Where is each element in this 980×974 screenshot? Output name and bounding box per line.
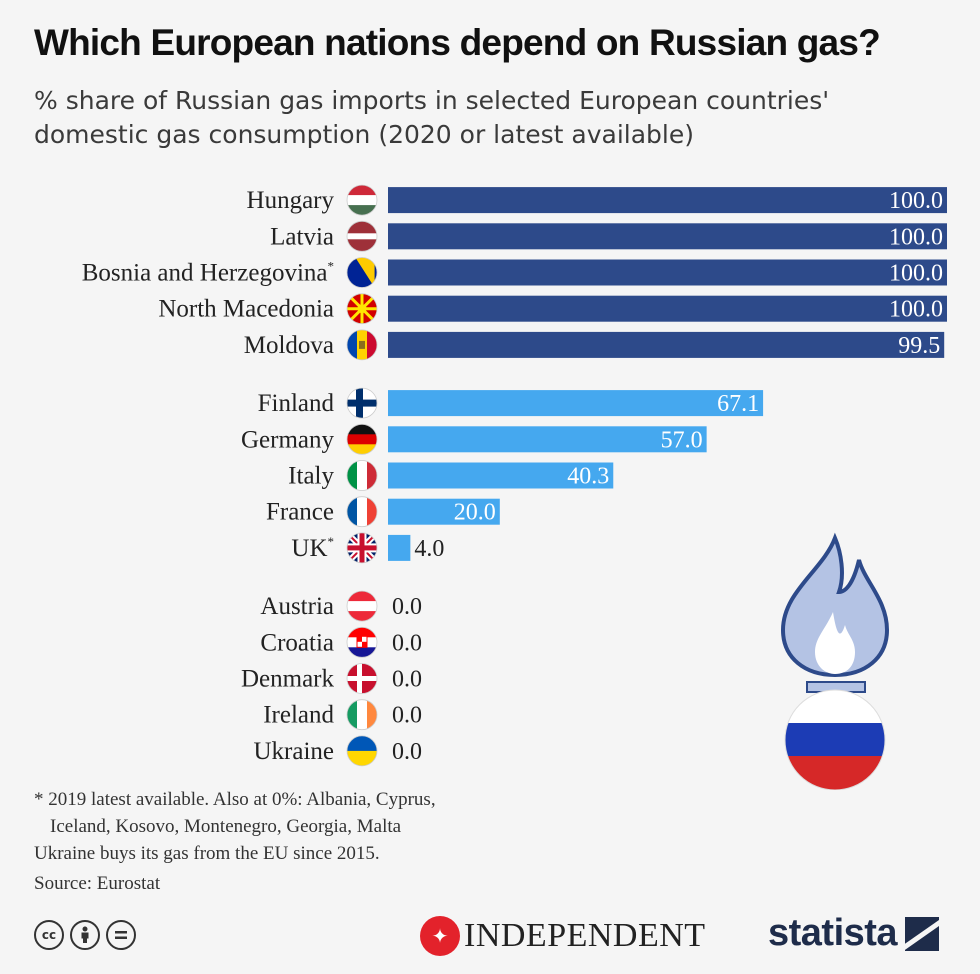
north-macedonia-flag-icon bbox=[346, 293, 378, 325]
category-label: Denmark bbox=[241, 666, 335, 693]
category-label: Croatia bbox=[260, 629, 334, 656]
latvia-flag-icon bbox=[346, 220, 378, 252]
category-label: Ireland bbox=[263, 702, 334, 729]
category-label: Finland bbox=[258, 390, 335, 417]
cc-icon: cc bbox=[34, 920, 64, 950]
bar-row: Finland 67.1 bbox=[258, 387, 764, 419]
france-flag-icon bbox=[346, 496, 378, 528]
value-label: 67.1 bbox=[717, 391, 759, 417]
footnote: * 2019 latest available. Also at 0%: Alb… bbox=[34, 786, 654, 867]
statista-mark-icon bbox=[905, 916, 940, 951]
gas-flame-russia-flag-icon bbox=[780, 532, 890, 790]
denmark-flag-icon bbox=[346, 663, 378, 694]
category-label: Germany bbox=[241, 426, 335, 453]
value-label: 0.0 bbox=[392, 594, 422, 620]
ireland-flag-icon bbox=[346, 699, 378, 731]
statista-wordmark: statista bbox=[768, 912, 898, 954]
bar-row: Moldova 99.5 bbox=[244, 329, 945, 361]
category-label: Italy bbox=[288, 463, 334, 490]
category-label: UK* bbox=[291, 534, 334, 562]
independent-logo: ✦ INDEPENDENT bbox=[420, 916, 706, 956]
eagle-icon: ✦ bbox=[420, 916, 460, 956]
germany-flag-icon bbox=[346, 423, 378, 455]
bar-row: Ukraine 0.0 bbox=[253, 735, 422, 767]
bar-row: Latvia 100.0 bbox=[270, 220, 947, 252]
no-derivatives-icon bbox=[106, 920, 136, 950]
value-label: 99.5 bbox=[898, 333, 940, 359]
value-label: 100.0 bbox=[889, 188, 943, 214]
chart-subtitle: % share of Russian gas imports in select… bbox=[34, 86, 830, 149]
moldova-flag-icon bbox=[346, 329, 378, 361]
austria-flag-icon bbox=[346, 590, 378, 622]
category-label: Moldova bbox=[244, 332, 334, 359]
bosnia-flag-icon bbox=[346, 257, 378, 288]
statista-logo: statista bbox=[768, 912, 940, 955]
category-label: Hungary bbox=[247, 187, 335, 214]
uk-flag-icon bbox=[346, 532, 378, 564]
value-label: 100.0 bbox=[889, 261, 943, 287]
bar-row: UK* 4.0 bbox=[291, 532, 444, 564]
bar bbox=[388, 331, 945, 358]
chart-title: Which European nations depend on Russian… bbox=[34, 22, 881, 63]
value-label: 57.0 bbox=[661, 427, 703, 453]
footnote-mark: * bbox=[328, 534, 335, 549]
license-icons: cc bbox=[34, 920, 136, 950]
footnote-line-1: * 2019 latest available. Also at 0%: Alb… bbox=[34, 789, 436, 810]
value-label: 20.0 bbox=[454, 500, 496, 526]
bar-row: Croatia 0.0 bbox=[260, 626, 422, 658]
bar bbox=[388, 498, 500, 525]
italy-flag-icon bbox=[346, 460, 378, 491]
category-label: North Macedonia bbox=[158, 296, 334, 323]
bar bbox=[388, 259, 947, 286]
value-label: 0.0 bbox=[392, 630, 422, 656]
value-label: 4.0 bbox=[414, 536, 444, 562]
bar bbox=[388, 390, 764, 417]
value-label: 0.0 bbox=[392, 667, 422, 693]
bar-row: Ireland 0.0 bbox=[263, 699, 422, 731]
category-label: Latvia bbox=[270, 223, 334, 250]
footnote-line-2: Iceland, Kosovo, Montenegro, Georgia, Ma… bbox=[50, 816, 402, 837]
attribution-icon bbox=[70, 920, 100, 950]
hungary-flag-icon bbox=[346, 184, 378, 216]
bar-row: Germany 57.0 bbox=[241, 423, 707, 455]
bar bbox=[388, 295, 947, 322]
bar bbox=[388, 187, 947, 214]
croatia-flag-icon bbox=[346, 626, 378, 658]
bar-row: Hungary 100.0 bbox=[247, 184, 947, 216]
footnote-line-3: Ukraine buys its gas from the EU since 2… bbox=[34, 843, 380, 864]
value-label: 0.0 bbox=[392, 739, 422, 765]
independent-wordmark: INDEPENDENT bbox=[464, 917, 706, 954]
bar-row: Austria 0.0 bbox=[260, 590, 422, 622]
bar bbox=[388, 534, 411, 561]
bar-row: Bosnia and Herzegovina* 100.0 bbox=[82, 257, 947, 288]
bar-row: Italy 40.3 bbox=[288, 460, 614, 491]
category-label: Austria bbox=[260, 593, 334, 620]
value-label: 0.0 bbox=[392, 703, 422, 729]
bar-row: North Macedonia 100.0 bbox=[158, 293, 947, 325]
value-label: 40.3 bbox=[567, 464, 609, 490]
category-label: Bosnia and Herzegovina* bbox=[82, 259, 334, 287]
category-label: Ukraine bbox=[253, 738, 334, 765]
source-note: Source: Eurostat bbox=[34, 873, 161, 894]
footnote-mark: * bbox=[328, 259, 335, 274]
bar bbox=[388, 462, 614, 489]
bar-row: France 20.0 bbox=[266, 496, 500, 528]
finland-flag-icon bbox=[346, 387, 378, 419]
category-label: France bbox=[266, 499, 334, 526]
bar bbox=[388, 426, 707, 453]
bar-row: Denmark 0.0 bbox=[241, 663, 422, 694]
bar bbox=[388, 223, 947, 250]
ukraine-flag-icon bbox=[346, 735, 378, 767]
value-label: 100.0 bbox=[889, 297, 943, 323]
value-label: 100.0 bbox=[889, 224, 943, 250]
